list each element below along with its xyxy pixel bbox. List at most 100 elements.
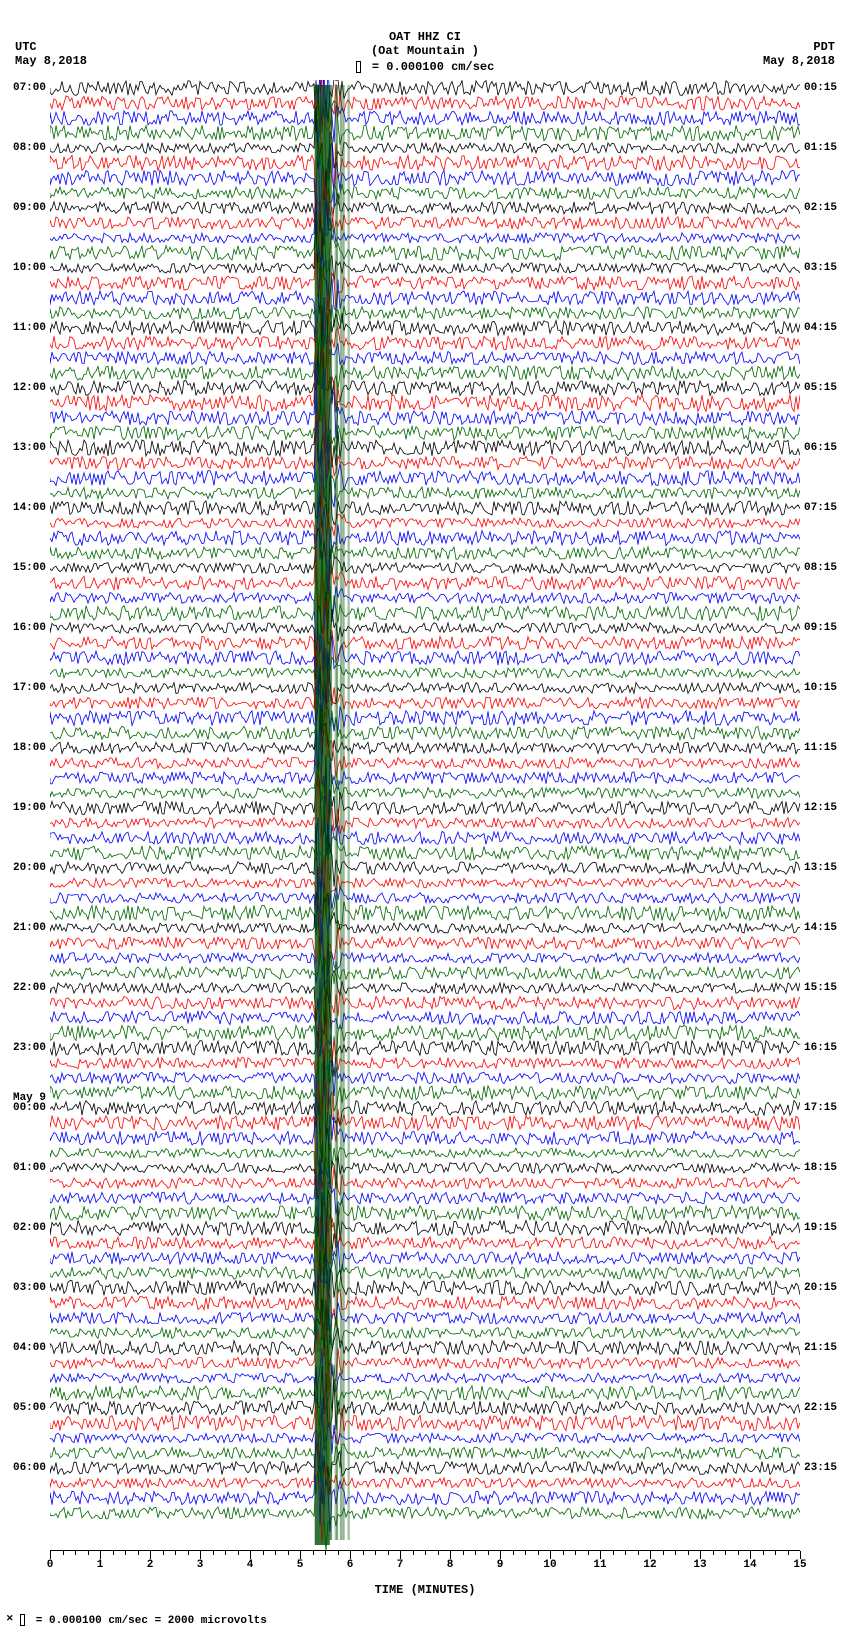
x-tick-major [650,1551,651,1559]
x-tick-major [150,1551,151,1559]
right-time-label: 04:15 [804,322,837,334]
x-tick-label: 14 [743,1559,756,1571]
x-tick-major [400,1551,401,1559]
x-tick-label: 15 [793,1559,806,1571]
trace-line [50,1348,800,1415]
x-tick-label: 5 [297,1559,304,1571]
left-time-label: 01:00 [13,1162,46,1174]
trace-line [50,1226,800,1311]
x-tick-minor [738,1551,739,1555]
trace-line [50,1056,800,1149]
x-tick-label: 11 [593,1559,606,1571]
trace-line [50,855,800,915]
right-date: May 8,2018 [763,54,835,68]
trace-line [50,1015,800,1112]
trace-line [50,703,800,787]
x-tick-major [600,1551,601,1559]
x-tick-minor [88,1551,89,1555]
x-tick-minor [713,1551,714,1555]
left-time-label: 22:00 [13,982,46,994]
left-time-label: 06:00 [13,1462,46,1474]
station-code: OAT HHZ CI [0,30,850,44]
x-tick-major [250,1551,251,1559]
x-axis-label: TIME (MINUTES) [50,1583,800,1597]
x-tick-minor [725,1551,726,1555]
x-tick-label: 7 [397,1559,404,1571]
trace-line [50,755,800,862]
trace-line [50,892,800,954]
station-name: (Oat Mountain ) [0,44,850,58]
x-tick-minor [488,1551,489,1555]
trace-line [50,294,800,350]
x-tick-minor [788,1551,789,1555]
trace-line [50,1163,800,1241]
x-tick-minor [175,1551,176,1555]
trace-line [50,864,800,949]
footer-text: = 0.000100 cm/sec = 2000 microvolts [36,1615,267,1627]
right-time-label: 23:15 [804,1462,837,1474]
left-time-label: 02:00 [13,1222,46,1234]
right-time-label: 06:15 [804,442,837,454]
right-time-label: 08:15 [804,562,837,574]
scale-text: = 0.000100 cm/sec [372,60,494,74]
trace-line [50,935,800,1040]
x-tick-major [350,1551,351,1559]
seismogram-canvas [50,80,800,1550]
x-tick-major [50,1551,51,1559]
x-tick-minor [388,1551,389,1555]
right-time-label: 14:15 [804,922,837,934]
left-time-label: 03:00 [13,1282,46,1294]
header-center: OAT HHZ CI (Oat Mountain ) = 0.000100 cm… [0,30,850,74]
left-time-label: 08:00 [13,142,46,154]
trace-line [50,980,800,1084]
x-tick-minor [613,1551,614,1555]
x-tick-major [750,1551,751,1559]
x-tick-minor [463,1551,464,1555]
trace-line [50,80,800,137]
left-time-label: 07:00 [13,82,46,94]
right-time-label: 20:15 [804,1282,837,1294]
x-tick-minor [475,1551,476,1555]
left-time-label: 23:00 [13,1042,46,1054]
right-time-label: 19:15 [804,1222,837,1234]
x-tick-minor [238,1551,239,1555]
footer-tick-icon: ✕ [6,1614,14,1624]
left-time-label: 00:00 [13,1102,46,1114]
right-time-label: 16:15 [804,1042,837,1054]
x-tick-major [100,1551,101,1559]
x-tick-minor [663,1551,664,1555]
trace-line [50,1398,800,1472]
trace-line [50,592,800,679]
left-time-label: 20:00 [13,862,46,874]
x-tick-label: 10 [543,1559,556,1571]
right-time-label: 18:15 [804,1162,837,1174]
scale-bar-icon [20,1614,25,1626]
footer-scale: ✕ = 0.000100 cm/sec = 2000 microvolts [0,1591,850,1637]
right-time-label: 05:15 [804,382,837,394]
left-time-label: 14:00 [13,502,46,514]
x-tick-minor [425,1551,426,1555]
x-tick-minor [625,1551,626,1555]
x-tick-minor [63,1551,64,1555]
x-tick-minor [775,1551,776,1555]
trace-line [50,727,800,792]
trace-line [50,252,800,330]
x-tick-label: 6 [347,1559,354,1571]
left-time-label: 13:00 [13,442,46,454]
trace-line [50,651,800,718]
trace-line [50,297,800,424]
x-tick-minor [225,1551,226,1555]
x-tick-minor [563,1551,564,1555]
right-time-label: 07:15 [804,502,837,514]
x-tick-minor [188,1551,189,1555]
right-time-label: 10:15 [804,682,837,694]
x-tick-minor [113,1551,114,1555]
x-tick-minor [638,1551,639,1555]
x-tick-label: 3 [197,1559,204,1571]
x-tick-minor [763,1551,764,1555]
left-time-label: 10:00 [13,262,46,274]
x-tick-label: 2 [147,1559,154,1571]
x-tick-minor [313,1551,314,1555]
trace-line [50,170,800,263]
left-time-label: 04:00 [13,1342,46,1354]
